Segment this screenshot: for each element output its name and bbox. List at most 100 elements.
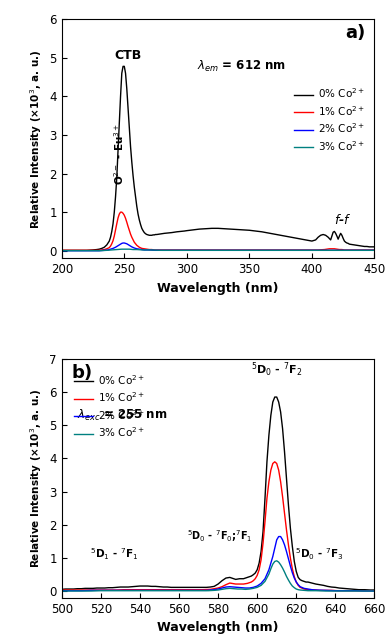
3% Co$^{2+}$	[292, 584, 296, 592]
3% Co$^{2+}$	[131, 246, 135, 253]
Y-axis label: Relative Intensity (×10$^3$, a. u.): Relative Intensity (×10$^3$, a. u.)	[28, 389, 44, 568]
0% Co$^{2+}$	[316, 233, 320, 241]
2% Co$^{2+}$	[153, 246, 158, 254]
1% Co$^{2+}$	[335, 246, 339, 253]
3% Co$^{2+}$	[372, 587, 377, 595]
2% Co$^{2+}$	[278, 532, 283, 540]
2% Co$^{2+}$	[360, 246, 364, 254]
2% Co$^{2+}$	[111, 244, 115, 252]
3% Co$^{2+}$	[259, 246, 264, 254]
2% Co$^{2+}$	[127, 242, 132, 249]
1% Co$^{2+}$	[273, 458, 277, 466]
3% Co$^{2+}$	[276, 558, 281, 566]
3% Co$^{2+}$	[123, 246, 128, 253]
Y-axis label: Relative Intensity (×10$^3$, a. u.): Relative Intensity (×10$^3$, a. u.)	[28, 49, 44, 228]
2% Co$^{2+}$	[134, 245, 139, 253]
1% Co$^{2+}$	[335, 587, 340, 595]
1% Co$^{2+}$	[185, 586, 189, 593]
3% Co$^{2+}$	[185, 246, 189, 254]
0% Co$^{2+}$	[143, 230, 148, 238]
3% Co$^{2+}$	[69, 587, 74, 595]
1% Co$^{2+}$	[253, 575, 257, 583]
3% Co$^{2+}$	[159, 246, 164, 254]
2% Co$^{2+}$	[113, 244, 118, 251]
Text: $f$-$f$: $f$-$f$	[334, 213, 352, 228]
3% Co$^{2+}$	[147, 246, 152, 254]
3% Co$^{2+}$	[235, 246, 239, 254]
3% Co$^{2+}$	[59, 587, 64, 595]
0% Co$^{2+}$	[59, 586, 64, 593]
Text: O$^{2-}$ - Eu$^{3+}$: O$^{2-}$ - Eu$^{3+}$	[112, 123, 126, 185]
2% Co$^{2+}$	[106, 246, 110, 254]
0% Co$^{2+}$	[365, 242, 369, 250]
0% Co$^{2+}$	[372, 243, 377, 251]
2% Co$^{2+}$	[126, 240, 130, 248]
3% Co$^{2+}$	[97, 247, 102, 255]
Text: $^5$D$_0$ - $^7$F$_3$: $^5$D$_0$ - $^7$F$_3$	[295, 547, 344, 562]
Line: 0% Co$^{2+}$: 0% Co$^{2+}$	[62, 66, 374, 250]
Text: $^5$D$_0$ - $^7$F$_0$;$^7$F$_1$: $^5$D$_0$ - $^7$F$_0$;$^7$F$_1$	[187, 528, 253, 544]
2% Co$^{2+}$	[129, 243, 134, 251]
3% Co$^{2+}$	[227, 584, 232, 592]
3% Co$^{2+}$	[335, 246, 339, 254]
2% Co$^{2+}$	[132, 244, 137, 252]
Text: $^5$D$_1$ - $^7$F$_1$: $^5$D$_1$ - $^7$F$_1$	[90, 547, 139, 562]
Text: b): b)	[71, 364, 92, 382]
Line: 0% Co$^{2+}$: 0% Co$^{2+}$	[62, 397, 374, 590]
0% Co$^{2+}$	[368, 586, 373, 594]
0% Co$^{2+}$	[243, 574, 248, 582]
1% Co$^{2+}$	[342, 246, 347, 254]
3% Co$^{2+}$	[115, 246, 119, 253]
3% Co$^{2+}$	[284, 246, 289, 254]
3% Co$^{2+}$	[269, 565, 273, 573]
Line: 2% Co$^{2+}$: 2% Co$^{2+}$	[62, 243, 374, 251]
2% Co$^{2+}$	[172, 246, 177, 254]
3% Co$^{2+}$	[310, 246, 314, 254]
2% Co$^{2+}$	[362, 587, 367, 595]
1% Co$^{2+}$	[329, 586, 334, 594]
2% Co$^{2+}$	[282, 541, 287, 548]
0% Co$^{2+}$	[134, 583, 138, 590]
2% Co$^{2+}$	[144, 246, 149, 254]
2% Co$^{2+}$	[235, 246, 239, 254]
3% Co$^{2+}$	[134, 246, 139, 253]
Text: $\lambda_{exc}$ = 255 nm: $\lambda_{exc}$ = 255 nm	[78, 408, 168, 422]
1% Co$^{2+}$	[313, 586, 318, 594]
1% Co$^{2+}$	[355, 246, 359, 254]
2% Co$^{2+}$	[310, 246, 314, 254]
Text: $\lambda_{em}$ = 612 nm: $\lambda_{em}$ = 612 nm	[197, 59, 286, 73]
2% Co$^{2+}$	[227, 583, 232, 590]
Line: 3% Co$^{2+}$: 3% Co$^{2+}$	[62, 561, 374, 591]
1% Co$^{2+}$	[337, 246, 342, 253]
0% Co$^{2+}$	[352, 586, 357, 593]
2% Co$^{2+}$	[159, 246, 164, 254]
Line: 2% Co$^{2+}$: 2% Co$^{2+}$	[62, 536, 374, 591]
Line: 1% Co$^{2+}$: 1% Co$^{2+}$	[62, 212, 374, 250]
3% Co$^{2+}$	[280, 565, 285, 572]
1% Co$^{2+}$	[102, 246, 107, 253]
2% Co$^{2+}$	[85, 247, 89, 255]
3% Co$^{2+}$	[274, 557, 279, 565]
2% Co$^{2+}$	[210, 246, 214, 254]
0% Co$^{2+}$	[121, 62, 125, 70]
1% Co$^{2+}$	[306, 586, 310, 593]
X-axis label: Wavelength (nm): Wavelength (nm)	[157, 282, 279, 295]
2% Co$^{2+}$	[69, 587, 74, 595]
1% Co$^{2+}$	[59, 246, 64, 254]
Text: a): a)	[345, 24, 365, 42]
2% Co$^{2+}$	[128, 242, 133, 250]
2% Co$^{2+}$	[142, 246, 147, 254]
2% Co$^{2+}$	[271, 552, 275, 560]
1% Co$^{2+}$	[118, 208, 123, 216]
0% Co$^{2+}$	[341, 584, 345, 592]
2% Co$^{2+}$	[185, 246, 189, 254]
2% Co$^{2+}$	[120, 240, 124, 248]
2% Co$^{2+}$	[97, 247, 102, 255]
3% Co$^{2+}$	[360, 246, 364, 254]
2% Co$^{2+}$	[121, 239, 125, 247]
3% Co$^{2+}$	[210, 246, 214, 254]
2% Co$^{2+}$	[102, 246, 107, 254]
2% Co$^{2+}$	[137, 246, 142, 253]
2% Co$^{2+}$	[372, 246, 377, 254]
2% Co$^{2+}$	[123, 240, 128, 248]
